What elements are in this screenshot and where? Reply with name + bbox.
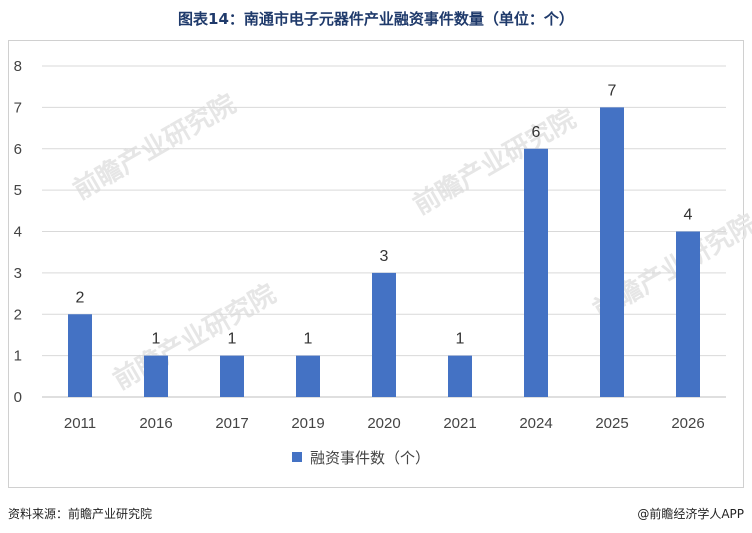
y-tick-label: 4 — [14, 224, 22, 241]
y-tick-label: 2 — [14, 306, 22, 323]
x-tick-label: 2016 — [139, 415, 172, 432]
y-tick-label: 0 — [14, 389, 22, 406]
data-labels: 2 1 1 1 3 1 6 7 4 — [76, 82, 693, 347]
bars — [68, 107, 700, 397]
y-tick-label: 1 — [14, 348, 22, 365]
data-label: 6 — [532, 124, 541, 141]
data-label: 1 — [152, 331, 161, 348]
watermark: 前瞻产业研究院 — [108, 278, 281, 396]
bar — [524, 148, 548, 397]
data-label: 2 — [76, 289, 85, 306]
data-label: 4 — [684, 207, 693, 224]
data-label: 7 — [608, 82, 617, 99]
x-tick-label: 2021 — [443, 415, 476, 432]
legend: 融资事件数（个） — [292, 449, 430, 467]
bar — [296, 355, 320, 397]
y-tick-label: 5 — [14, 182, 22, 199]
y-axis-ticks: 0 1 2 3 4 5 6 7 8 — [14, 58, 22, 406]
x-tick-label: 2020 — [367, 415, 400, 432]
brand-credit: @前瞻经济学人APP — [637, 507, 744, 521]
x-tick-label: 2011 — [64, 415, 96, 432]
data-label: 3 — [380, 248, 389, 265]
x-tick-label: 2026 — [671, 415, 704, 432]
y-tick-label: 8 — [14, 58, 22, 75]
bar — [220, 355, 244, 397]
legend-swatch — [292, 452, 302, 462]
x-tick-label: 2025 — [595, 415, 628, 432]
x-tick-label: 2019 — [291, 415, 324, 432]
data-label: 1 — [304, 331, 313, 348]
y-tick-label: 3 — [14, 265, 22, 282]
bar — [448, 355, 472, 397]
x-axis-ticks: 2011 2016 2017 2019 2020 2021 2024 2025 2026 — [64, 415, 705, 432]
source-note: 资料来源：前瞻产业研究院 — [8, 507, 153, 521]
bar — [372, 272, 396, 397]
data-label: 1 — [228, 331, 237, 348]
bar — [600, 107, 624, 397]
watermark: 前瞻产业研究院 — [408, 103, 581, 221]
data-label: 1 — [456, 331, 465, 348]
watermark: 前瞻产业研究院 — [68, 88, 241, 206]
bar — [676, 231, 700, 397]
bar-chart: 前瞻产业研究院 前瞻产业研究院 前瞻产业研究院 前瞻产业研究院 0 1 2 3 4 5 6 7… — [14, 58, 752, 467]
x-tick-label: 2024 — [519, 415, 552, 432]
y-tick-label: 7 — [14, 99, 22, 116]
watermarks: 前瞻产业研究院 前瞻产业研究院 前瞻产业研究院 前瞻产业研究院 — [68, 88, 752, 396]
y-tick-label: 6 — [14, 141, 22, 158]
bar — [68, 314, 92, 397]
bar — [144, 355, 168, 397]
chart-title: 图表14：南通市电子元器件产业融资事件数量（单位：个） — [178, 10, 574, 28]
x-tick-label: 2017 — [215, 415, 248, 432]
legend-label: 融资事件数（个） — [310, 449, 430, 467]
